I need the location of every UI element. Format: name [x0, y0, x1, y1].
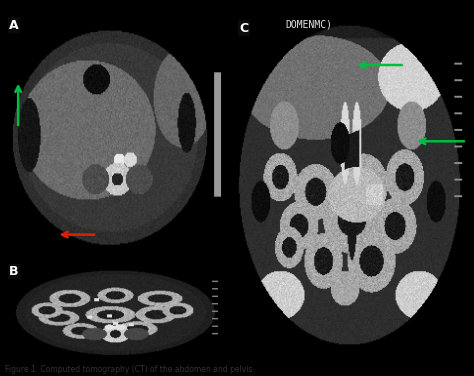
- Text: Figure 1. Computed tomography (CT) of the abdomen and pelvis: Figure 1. Computed tomography (CT) of th…: [5, 365, 252, 374]
- Text: A: A: [9, 19, 19, 32]
- Text: C: C: [239, 22, 248, 35]
- Text: DOMENMC): DOMENMC): [285, 20, 332, 30]
- Text: B: B: [9, 265, 18, 278]
